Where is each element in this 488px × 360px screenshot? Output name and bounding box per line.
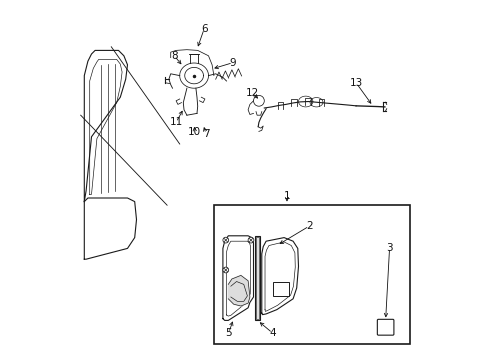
Text: 11: 11 (169, 117, 183, 127)
Bar (255, 236, 259, 320)
Bar (213, 205, 409, 344)
Polygon shape (228, 275, 249, 306)
Text: 13: 13 (349, 78, 362, 88)
Text: 12: 12 (245, 88, 259, 98)
Text: 6: 6 (201, 24, 207, 34)
Text: 5: 5 (225, 328, 231, 338)
Text: 3: 3 (386, 243, 392, 253)
Circle shape (223, 237, 228, 243)
Text: 2: 2 (305, 221, 312, 231)
Bar (272, 282, 288, 296)
Circle shape (223, 267, 228, 273)
FancyBboxPatch shape (377, 319, 393, 335)
Circle shape (247, 237, 253, 243)
Text: 9: 9 (229, 58, 236, 68)
Text: 8: 8 (171, 51, 177, 61)
Text: 1: 1 (283, 191, 290, 201)
Text: 4: 4 (269, 328, 275, 338)
Bar (256, 237, 258, 319)
Text: 10: 10 (188, 127, 201, 137)
Text: 7: 7 (202, 129, 209, 139)
